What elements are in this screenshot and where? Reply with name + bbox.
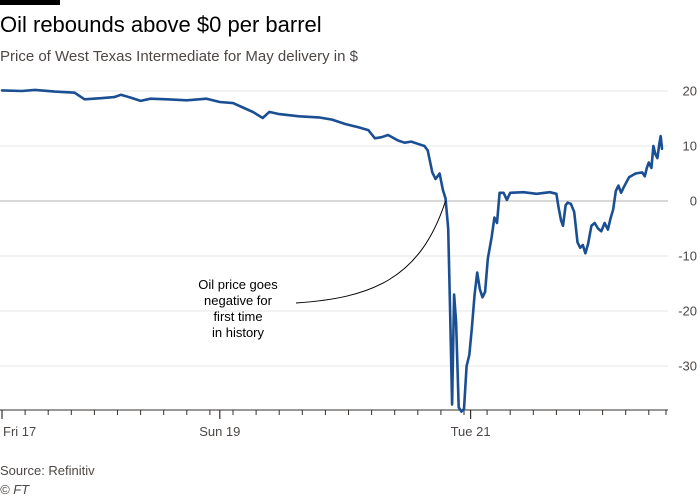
brand-bar xyxy=(0,0,60,5)
source-note: Source: Refinitiv xyxy=(0,463,95,478)
y-tick-label: 20 xyxy=(683,84,697,99)
x-tick-label: Tue 21 xyxy=(451,424,491,439)
annotation-text-line: Oil price goes xyxy=(198,277,278,292)
y-tick-label: -10 xyxy=(678,249,697,264)
chart-subtitle: Price of West Texas Intermediate for May… xyxy=(0,48,358,65)
y-tick-label: -30 xyxy=(678,359,697,374)
annotation-leader-line xyxy=(295,200,446,304)
y-tick-label: 10 xyxy=(683,139,697,154)
y-axis-labels: 20 10 0 -10 -20 -30 xyxy=(678,84,697,374)
x-tick-label: Fri 17 xyxy=(3,424,36,439)
y-tick-label: -20 xyxy=(678,304,697,319)
credit-note: © FT xyxy=(0,482,30,497)
annotation-text-line: negative for xyxy=(204,293,273,308)
x-axis: Fri 17 Sun 19 Tue 21 xyxy=(0,409,668,439)
series-line-wti-may xyxy=(0,88,664,413)
line-chart: 20 10 0 -10 -20 -30 Fri 17 Sun 19 Tue 21 Oil pr… xyxy=(0,84,697,439)
annotation-text-line: first time xyxy=(213,309,262,324)
y-tick-label: 0 xyxy=(690,194,697,209)
gridlines xyxy=(0,90,668,367)
x-tick-label: Sun 19 xyxy=(199,424,240,439)
series-layer xyxy=(0,88,664,413)
annotation-text-line: in history xyxy=(212,325,265,340)
chart-title: Oil rebounds above $0 per barrel xyxy=(0,12,322,37)
